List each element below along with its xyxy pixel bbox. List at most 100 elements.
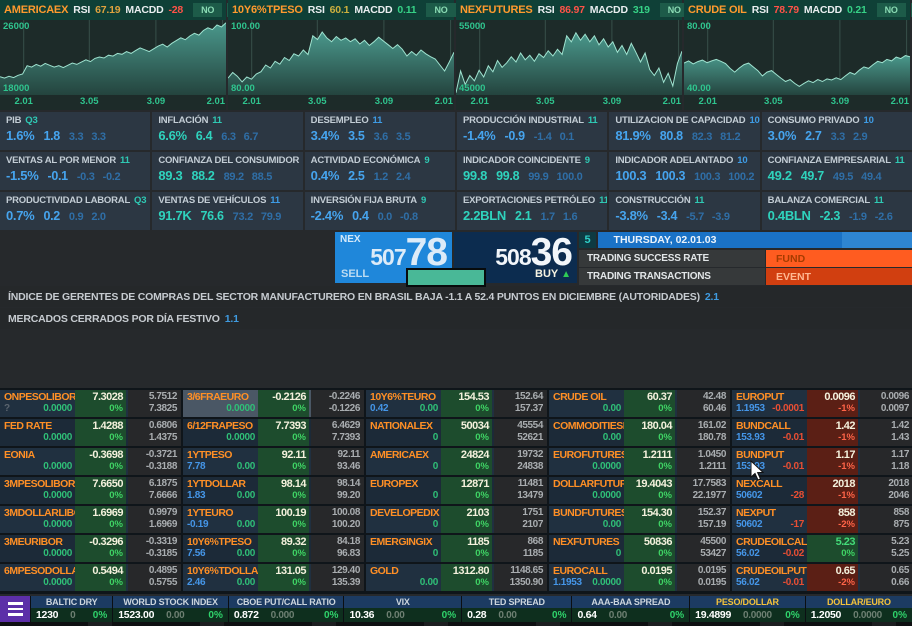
underlying-value: 56.02: [736, 548, 760, 559]
instrument-info: NEXPUT 50602 -17: [732, 506, 807, 533]
instrument-nexcall[interactable]: NEXCALL 50602 -28 2018 -1% 2018 2046: [732, 477, 912, 504]
instrument-onpesolibor[interactable]: ONPESOLIBOR? 0.0000 7.3028 0% 5.7512 7.3825: [0, 390, 181, 417]
instrument-info: 3MEURIBOR 0.0000: [0, 535, 75, 562]
instrument-nationalex[interactable]: NATIONALEX 0 50034 0% 45554 52621: [366, 419, 547, 446]
instrument-dollarfutures[interactable]: DOLLARFUTURES0.000019.40430%17.758322.19…: [549, 477, 730, 504]
change-value: -0.01: [782, 432, 805, 443]
ticker-change: 0.000: [270, 609, 295, 621]
indicator-value: 1.7: [540, 211, 555, 223]
percent-change: 0%: [475, 461, 489, 472]
overlay-toggle-button[interactable]: NO: [193, 3, 223, 17]
instrument-1ytdollar[interactable]: 1YTDOLLAR 1.83 0.00 98.14 0% 98.14 99.20: [183, 477, 364, 504]
instrument-europex[interactable]: EUROPEX 0 12871 0% 11481 13479: [366, 477, 547, 504]
price-box: 154.30 0%: [624, 506, 675, 533]
instrument-10y6-teuro[interactable]: 10Y6%TEURO 0.42 0.00 154.53 0% 152.64 157.37: [366, 390, 547, 417]
price-box: 1.17 -1%: [807, 448, 858, 475]
range-low: 0.65: [891, 565, 909, 576]
range-low: 1.0450: [697, 449, 727, 460]
instrument-fed-rate[interactable]: FED RATE 0.0000 1.4288 0% 0.6806 1.4375: [0, 419, 181, 446]
instrument-crude-oil[interactable]: CRUDE OIL 0.00 60.37 0% 42.48 60.46: [549, 390, 730, 417]
price-box: 1312.80 0%: [441, 564, 492, 591]
instrument-3mpesolibor[interactable]: 3MPESOLIBOR 0.0000 7.6650 0% 6.1875 7.6666: [0, 477, 181, 504]
range-box: 92.11 93.46: [311, 448, 364, 475]
indicator-value: -0.2: [102, 171, 121, 183]
instrument-americaex[interactable]: AMERICAEX 0 24824 0% 19732 24838: [366, 448, 547, 475]
instrument-commoditiesix[interactable]: COMMODITIESIX 0.00 180.04 0% 161.02 180.78: [549, 419, 730, 446]
instrument-eonia[interactable]: EONIA 0.0000 -0.3698 0% -0.3721 -0.3188: [0, 448, 181, 475]
percent-change: 0%: [109, 577, 123, 588]
percent-change: 0%: [658, 461, 672, 472]
fund-button[interactable]: FUND: [766, 250, 912, 267]
instrument-info: 1YTDOLLAR 1.83 0.00: [183, 477, 258, 504]
indicator-desempleo: DESEMPLEO 11 3.4% 3.5 3.6 3.5: [304, 112, 455, 150]
range-low: -0.2246: [328, 391, 361, 402]
indicator-period-tag: 9: [584, 155, 590, 166]
change-value: 0.0000: [592, 461, 621, 472]
range-low: 868: [527, 536, 544, 547]
indicator-ventas-al-por-menor: VENTAS AL POR MENOR 11 -1.5% -0.1 -0.3 -0.2: [0, 152, 151, 190]
ticker-label: BALTIC DRY: [31, 596, 113, 608]
instrument-bundcall[interactable]: BUNDCALL 153.93 -0.01 1.42 -1% 1.42 1.43: [732, 419, 912, 446]
last-price: 50836: [643, 536, 673, 548]
indicator-value: -1.4%: [462, 128, 496, 143]
change-value: 0.0000: [43, 577, 72, 588]
up-triangle-icon: ▲: [561, 269, 571, 280]
instrument-europut[interactable]: EUROPUT 1.1953 -0.0001 0.0096 -1% 0.0096 0.009…: [732, 390, 912, 417]
instrument-10y6-tpeso[interactable]: 10Y6%TPESO 7.56 0.00 89.32 0% 84.18 96.83: [183, 535, 364, 562]
overlay-toggle-button[interactable]: NO: [876, 3, 906, 17]
overlay-toggle-button[interactable]: NO: [659, 3, 689, 17]
news-headline[interactable]: MERCADOS CERRADOS POR DÍA FESTIVO 1.1: [0, 308, 912, 329]
rsi-value: 60.1: [329, 4, 350, 16]
instrument-name: 3MPESOLIBOR: [4, 478, 75, 490]
instrument-bundfutures[interactable]: BUNDFUTURES 0.00 154.30 0% 152.37 157.19: [549, 506, 730, 533]
instrument-subrow: 0.00: [553, 519, 622, 530]
range-box: 161.02 180.78: [677, 419, 730, 446]
range-button[interactable]: 1Y: [910, 3, 912, 17]
indicator-value: 49.2: [767, 168, 792, 183]
menu-button[interactable]: [0, 596, 30, 622]
instrument-info: ONPESOLIBOR? 0.0000: [0, 390, 75, 417]
percent-change: 0%: [475, 519, 489, 530]
news-headline[interactable]: ÍNDICE DE GERENTES DE COMPRAS DEL SECTOR…: [0, 286, 912, 307]
instrument-bundput[interactable]: BUNDPUT 153.93 -0.01 1.17 -1% 1.17 1.18: [732, 448, 912, 475]
ticker-percent: 0%: [441, 609, 457, 621]
instrument-name: CRUDEOILCALL: [736, 536, 807, 548]
instrument-name: NEXFUTURES: [553, 536, 620, 548]
last-price: 24824: [460, 449, 490, 461]
instrument-1ytpeso[interactable]: 1YTPESO 7.78 0.00 92.11 0% 92.11 93.46: [183, 448, 364, 475]
instrument-crudeoilcall[interactable]: CRUDEOILCALL 56.02 -0.02 5.23 0% 5.23 5.25: [732, 535, 912, 562]
instrument-eurocall[interactable]: EUROCALL 1.1953 0.0000 0.0195 0% 0.0195 0.0195: [549, 564, 730, 591]
instrument-gold[interactable]: GOLD 0.00 1312.80 0% 1148.65 1350.90: [366, 564, 547, 591]
overlay-toggle-button[interactable]: NO: [426, 3, 456, 17]
event-button[interactable]: EVENT: [766, 268, 912, 285]
ticker-label: WORLD STOCK INDEX: [113, 596, 228, 608]
buy-button[interactable]: 50836 BUY ▲: [454, 231, 577, 283]
instrument-crudeoilput[interactable]: CRUDEOILPUT 56.02 -0.01 0.65 -2% 0.65 0.66: [732, 564, 912, 591]
range-box: 17.7583 22.1977: [677, 477, 730, 504]
underlying-value: 50602: [736, 519, 763, 530]
instrument-nexfutures[interactable]: NEXFUTURES 0 50836 0% 45500 53427: [549, 535, 730, 562]
price-box: 2103 0%: [441, 506, 492, 533]
indicator-value: 99.8: [496, 169, 520, 183]
instrument-developedix[interactable]: DEVELOPEDIX 0 2103 0% 1751 2107: [366, 506, 547, 533]
price-box: -0.2126 0%: [258, 390, 309, 417]
instrument-10y6-tdollar[interactable]: 10Y6%TDOLLAR 2.46 0.00 131.05 0% 129.40 135.39: [183, 564, 364, 591]
instrument-6-12frapeso[interactable]: 6/12FRAPESO 0.0000 7.7393 0% 6.4629 7.7393: [183, 419, 364, 446]
instrument-eurofutures[interactable]: EUROFUTURES 0.0000 1.2111 0% 1.0450 1.2111: [549, 448, 730, 475]
instrument-column: CRUDE OIL 0.00 60.37 0% 42.48 60.46 COMMODITIE…: [549, 388, 730, 594]
instrument-1yteuro[interactable]: 1YTEURO -0.19 0.00 100.19 0% 100.08 100.20: [183, 506, 364, 533]
instrument-3meuribor[interactable]: 3MEURIBOR 0.0000 -0.3296 0% -0.3319 -0.3185: [0, 535, 181, 562]
x-tick: 2.01: [662, 96, 682, 107]
instrument-3-6fraeuro[interactable]: 3/6FRAEURO 0.0000 -0.2126 0% -0.2246 -0.1226: [183, 390, 364, 417]
underlying-value: 1.1953: [736, 403, 765, 414]
ticker-values: 1.2050 0.0000 0%: [805, 608, 912, 622]
instrument-nexput[interactable]: NEXPUT 50602 -17 858 -2% 858 875: [732, 506, 912, 533]
last-price: 2103: [466, 507, 490, 519]
indicator-utilizacion-de-capacidad: UTILIZACION DE CAPACIDAD 10 81.9% 80.8 82.3 8…: [609, 112, 760, 150]
instrument-emergingix[interactable]: EMERGINGIX 0 1185 0% 868 1185: [366, 535, 547, 562]
price-box: -0.3296 0%: [75, 535, 126, 562]
price-box: 0.0195 0%: [624, 564, 675, 591]
instrument-subrow: 0: [370, 461, 439, 472]
